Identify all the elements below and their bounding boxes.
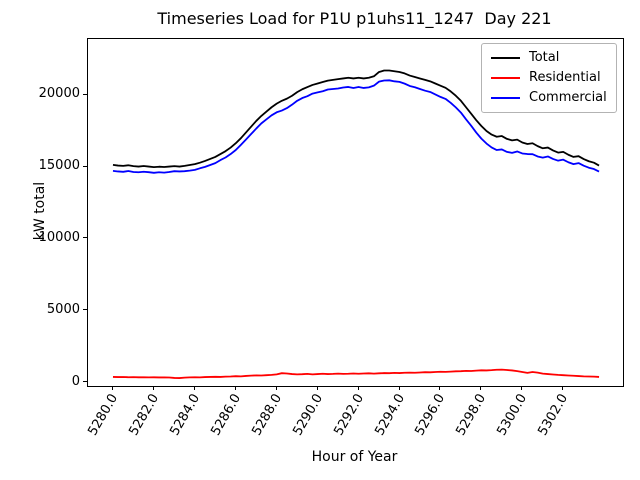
x-tick: [562, 386, 564, 390]
legend-swatch-commercial: [491, 97, 520, 99]
x-tick: [275, 386, 277, 390]
legend-entry-residential: Residential: [491, 68, 616, 88]
x-tick: [234, 386, 236, 390]
series-line-total: [112, 69, 600, 169]
x-tick: [439, 386, 441, 390]
legend-swatch-total: [491, 57, 520, 59]
x-tick: [316, 386, 318, 390]
x-tick: [521, 386, 523, 390]
y-tick-label: 15000: [38, 158, 80, 173]
x-tick: [398, 386, 400, 390]
legend-entry-commercial: Commercial: [491, 88, 616, 108]
y-tick: [83, 165, 87, 167]
y-tick-label: 0: [71, 373, 80, 389]
series-line-commercial: [112, 79, 600, 174]
legend-label: Total: [529, 50, 560, 65]
y-tick-label: 10000: [38, 229, 80, 245]
x-tick: [357, 386, 359, 390]
series-line-residential: [112, 368, 600, 379]
x-axis-label: Hour of Year: [311, 449, 398, 465]
legend: Total Residential Commercial: [481, 43, 617, 113]
y-tick-label: 5000: [46, 301, 80, 317]
legend-label: Commercial: [529, 90, 607, 105]
y-tick: [83, 381, 87, 383]
y-tick: [83, 309, 87, 311]
y-tick: [83, 237, 87, 239]
line-series-svg: [112, 69, 600, 379]
y-tick-label: 20000: [38, 86, 80, 101]
legend-swatch-residential: [491, 77, 520, 79]
legend-entry-total: Total: [491, 48, 616, 68]
legend-label: Residential: [529, 70, 601, 85]
x-tick: [480, 386, 482, 390]
x-tick: [193, 386, 195, 390]
chart-title: Timeseries Load for P1U p1uhs11_1247 Day…: [157, 9, 552, 28]
x-tick: [152, 386, 154, 390]
x-tick: [111, 386, 113, 390]
y-tick: [83, 93, 87, 95]
